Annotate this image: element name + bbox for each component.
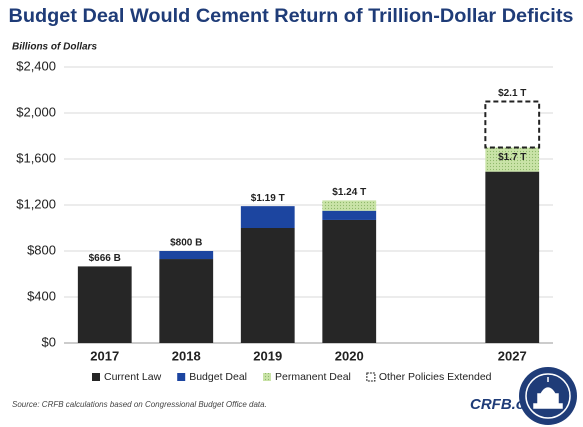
bar-segment <box>159 251 214 260</box>
x-tick-label: 2018 <box>172 348 201 363</box>
bar-segment <box>322 219 377 343</box>
y-tick-label: $1,600 <box>16 150 56 165</box>
legend-swatch <box>263 373 271 381</box>
legend-label: Current Law <box>104 371 162 383</box>
logo-seal <box>519 367 577 425</box>
y-tick-label: $2,000 <box>16 104 56 119</box>
x-tick-label: 2019 <box>253 348 282 363</box>
seal-capitol <box>533 377 563 409</box>
x-tick-label: 2017 <box>90 348 119 363</box>
legend-label: Permanent Deal <box>275 371 351 383</box>
bar-segment <box>240 228 295 343</box>
x-tick-label: 2027 <box>498 348 527 363</box>
source: Source: CRFB calculations based on Congr… <box>12 400 267 409</box>
bar-segment <box>77 266 132 343</box>
y-tick-label: $1,200 <box>16 196 56 211</box>
legend-swatch <box>177 373 186 381</box>
bar-segment <box>240 206 295 228</box>
bar-segment <box>322 210 377 220</box>
legend-swatch <box>92 373 100 381</box>
y-axis-label: Billions of Dollars <box>12 42 97 53</box>
bar-segment <box>159 259 214 343</box>
bar-segment <box>485 147 540 172</box>
y-tick-label: $800 <box>27 242 56 257</box>
seal-ring <box>525 373 571 419</box>
y-tick-label: $0 <box>42 334 56 349</box>
total-label: $1.19 T <box>251 193 285 204</box>
legend-swatch <box>366 372 376 382</box>
x-tick-label: 2020 <box>335 348 364 363</box>
bar-segment <box>484 100 541 149</box>
y-tick-label: $400 <box>27 288 56 303</box>
legend-label: Budget Deal <box>189 371 247 383</box>
y-tick-label: $2,400 <box>16 58 56 73</box>
total-label: $800 B <box>170 238 202 249</box>
bar-segment <box>322 200 377 211</box>
chart-title: Budget Deal Would Cement Return of Trill… <box>9 6 574 27</box>
subtotal-label: $1.7 T <box>498 152 526 163</box>
bar-segment <box>485 171 540 343</box>
total-label: $666 B <box>89 253 121 264</box>
total-label: $2.1 T <box>498 88 526 99</box>
legend-label: Other Policies Extended <box>379 371 492 383</box>
total-label: $1.24 T <box>332 187 366 198</box>
